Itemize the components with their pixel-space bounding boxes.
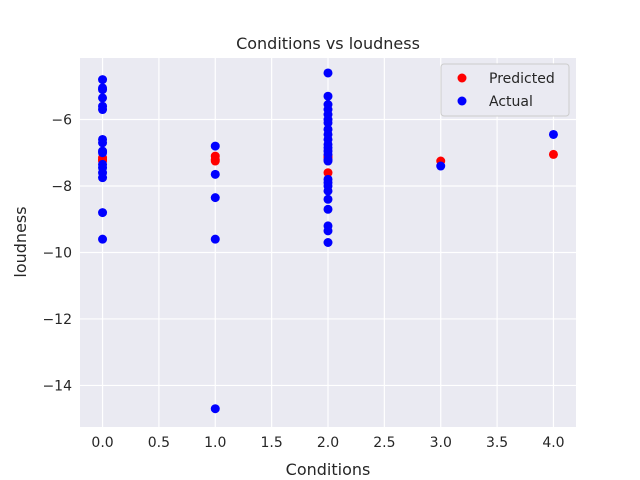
x-tick-label: 1.5 <box>261 435 283 451</box>
legend-label-actual: Actual <box>489 94 533 110</box>
y-axis-label: loudness <box>11 206 30 277</box>
legend: Predicted Actual <box>440 63 570 117</box>
actual-point <box>98 148 108 158</box>
chart-title: Conditions vs loudness <box>236 34 420 53</box>
x-axis-label: Conditions <box>286 460 371 479</box>
x-tick-labels: 0.0 0.5 1.0 1.5 2.0 2.5 3.0 3.5 4.0 <box>91 435 564 451</box>
actual-point <box>323 226 333 236</box>
predicted-point <box>210 156 220 166</box>
actual-point <box>98 208 108 218</box>
x-tick-label: 0.0 <box>91 435 113 451</box>
y-tick-label: −12 <box>42 312 72 328</box>
actual-point <box>210 169 220 179</box>
actual-point <box>98 75 108 85</box>
y-tick-label: −8 <box>51 179 72 195</box>
actual-point <box>98 234 108 244</box>
actual-point <box>323 156 333 166</box>
y-tick-labels: −14 −12 −10 −8 −6 <box>42 113 72 395</box>
actual-point <box>210 404 220 414</box>
actual-point <box>548 129 558 139</box>
legend-marker-actual <box>457 96 467 106</box>
actual-point <box>323 204 333 214</box>
actual-point <box>323 186 333 196</box>
x-tick-label: 1.0 <box>204 435 226 451</box>
y-tick-label: −10 <box>42 245 72 261</box>
actual-point <box>210 193 220 203</box>
actual-point <box>323 68 333 78</box>
predicted-point <box>323 168 333 178</box>
predicted-point <box>548 149 558 159</box>
actual-point <box>98 85 108 95</box>
x-tick-label: 2.5 <box>373 435 395 451</box>
y-tick-label: −14 <box>42 378 72 394</box>
actual-point <box>323 238 333 247</box>
x-tick-label: 0.5 <box>148 435 170 451</box>
actual-point <box>98 173 108 183</box>
legend-label-predicted: Predicted <box>489 71 555 87</box>
y-tick-label: −6 <box>51 113 72 129</box>
x-tick-label: 3.0 <box>430 435 452 451</box>
actual-point <box>323 91 333 101</box>
x-tick-label: 2.0 <box>317 435 339 451</box>
actual-point <box>98 105 108 115</box>
actual-point <box>98 93 108 103</box>
data-points <box>98 68 558 414</box>
x-tick-label: 3.5 <box>486 435 508 451</box>
actual-point <box>436 161 446 171</box>
x-tick-label: 4.0 <box>542 435 564 451</box>
actual-point <box>323 118 333 128</box>
actual-point <box>210 234 220 244</box>
legend-marker-predicted <box>457 73 467 83</box>
actual-point <box>323 194 333 204</box>
actual-point <box>210 141 220 151</box>
legend-box <box>440 63 570 117</box>
actual-point <box>98 138 108 148</box>
